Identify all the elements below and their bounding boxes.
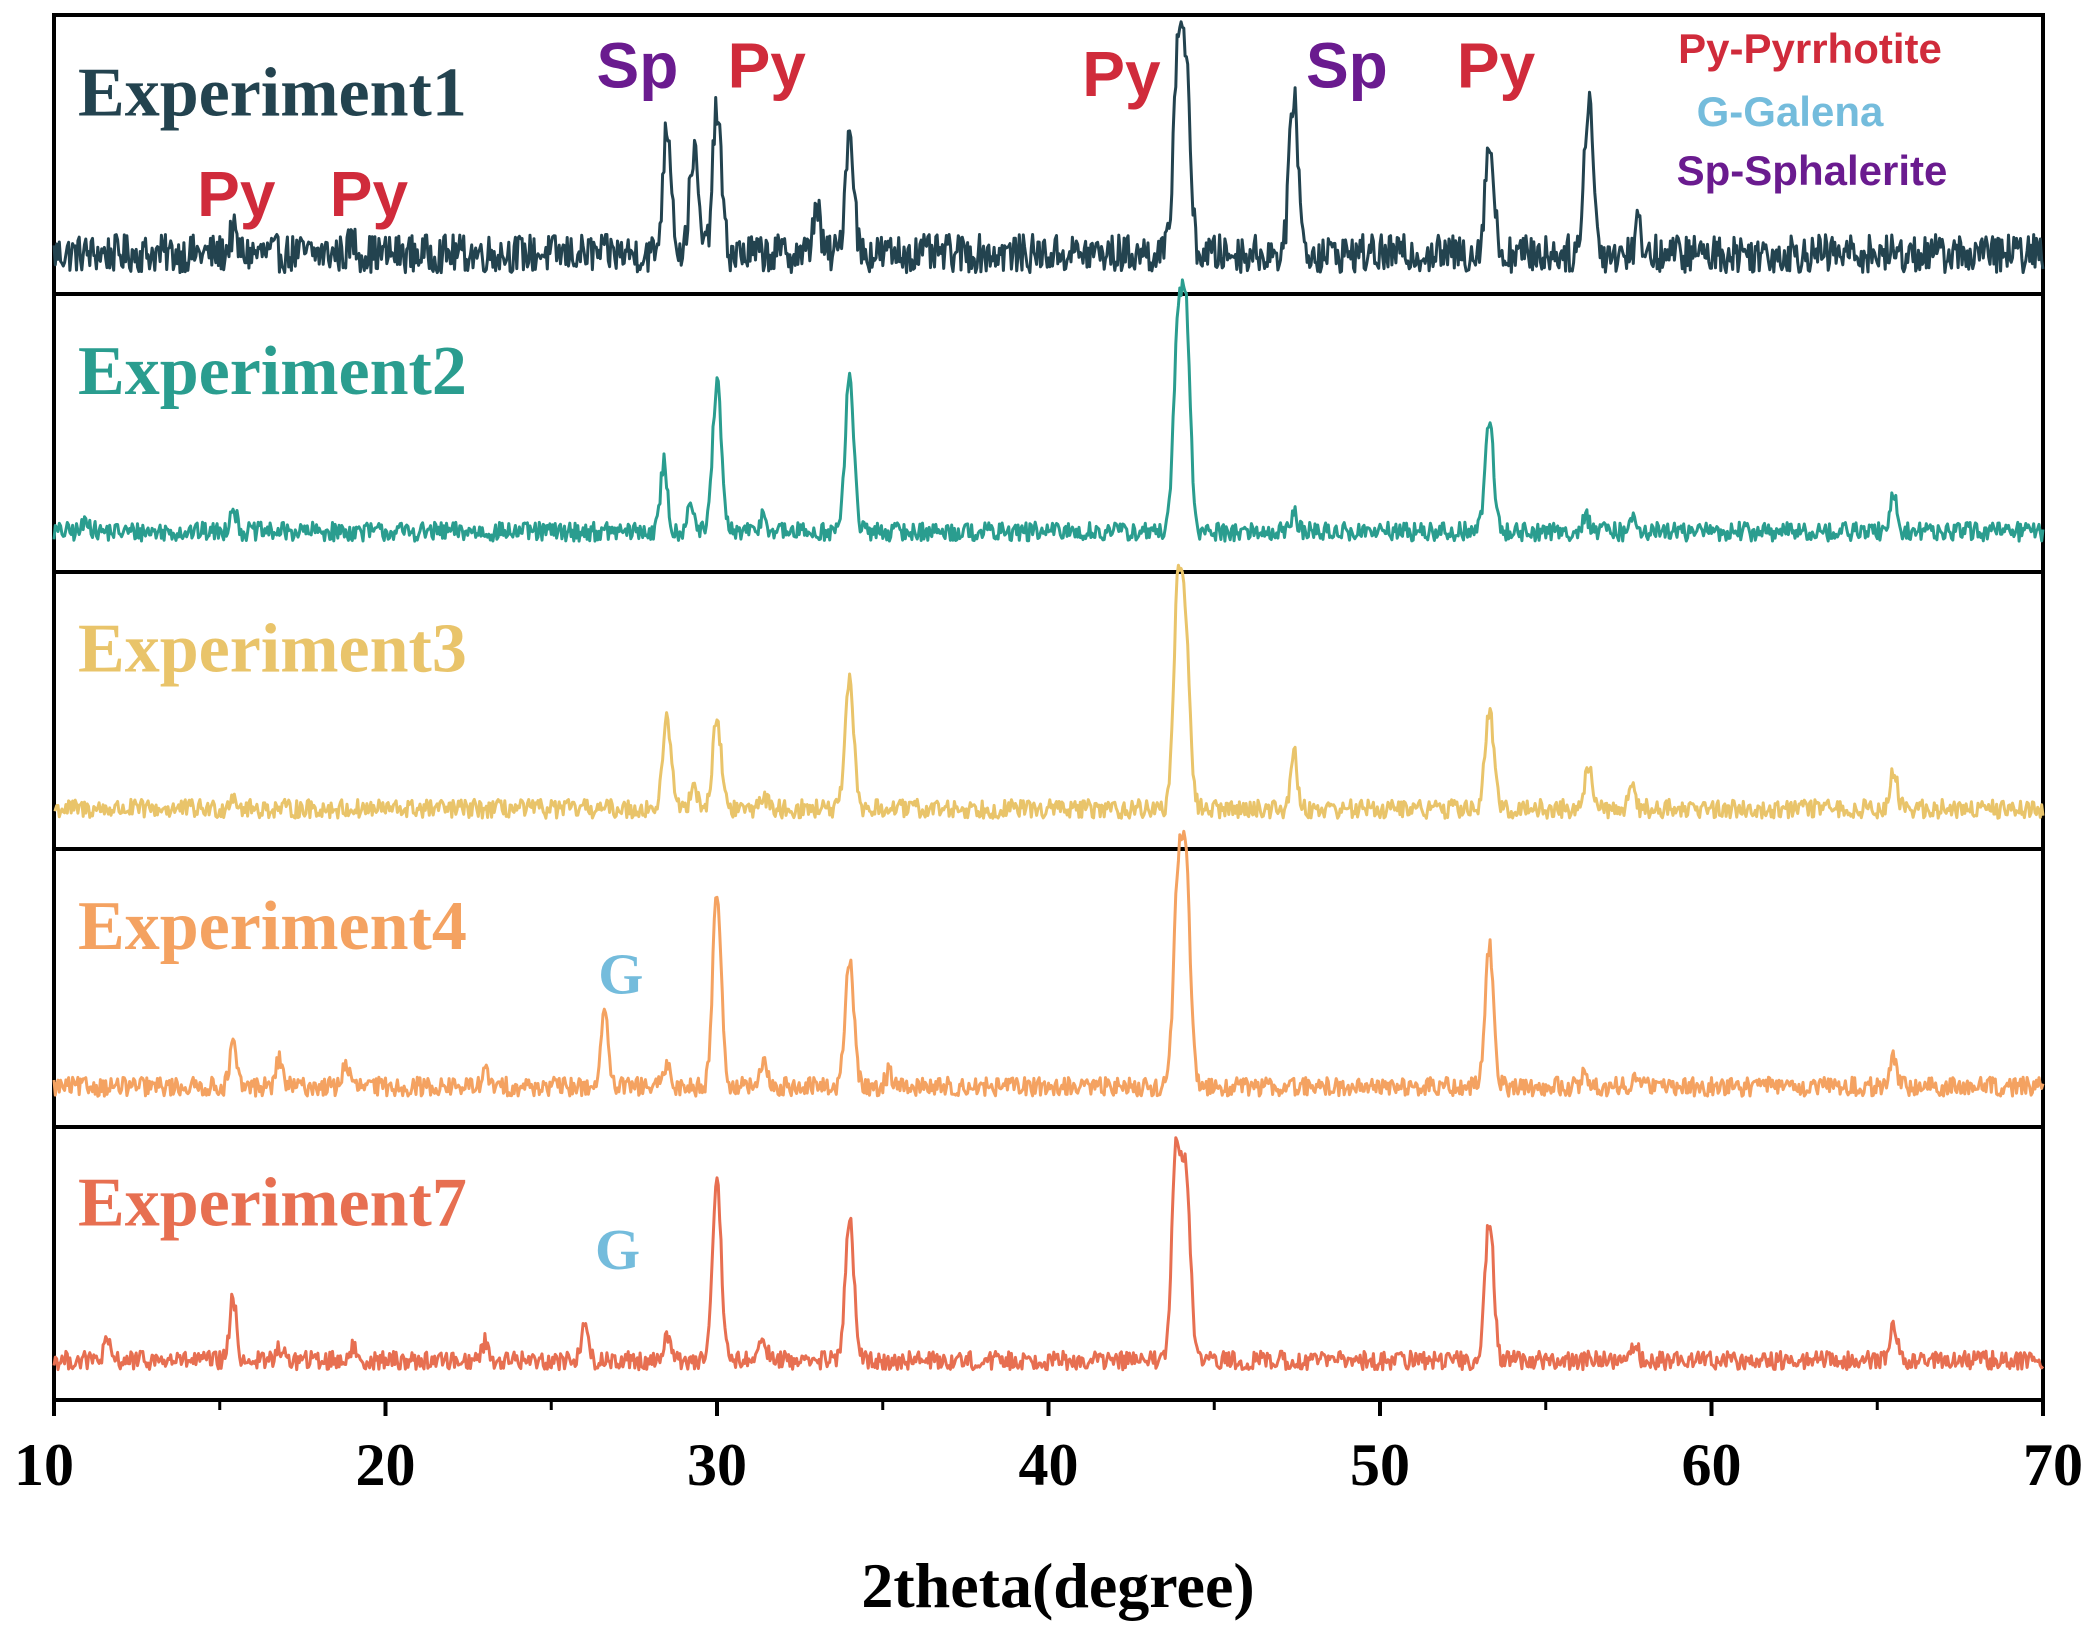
series-line-experiment2 — [52, 278, 2045, 543]
peak-annotation: Sp — [1306, 30, 1388, 102]
peak-annotation: Py — [197, 158, 276, 230]
series-label-experiment1: Experiment1 — [78, 54, 467, 131]
peak-annotation: Sp — [597, 30, 679, 102]
x-tick-label: 30 — [687, 1432, 747, 1498]
peak-annotation: G — [595, 1217, 640, 1282]
series-label-experiment4: Experiment4 — [78, 888, 467, 965]
panel-experiment3: Experiment3 — [52, 563, 2045, 851]
x-tick-label: 60 — [1682, 1432, 1742, 1498]
legend-entry: G-Galena — [1697, 88, 1884, 135]
peak-annotation: G — [598, 942, 643, 1007]
series-label-experiment2: Experiment2 — [78, 333, 467, 410]
peak-annotation: Py — [728, 30, 807, 102]
series-line-experiment3 — [53, 563, 2045, 820]
x-tick-label: 70 — [2023, 1432, 2083, 1498]
peak-annotation: Py — [1457, 30, 1536, 102]
panel-experiment4: Experiment4 — [52, 829, 2045, 1129]
x-tick-label: 40 — [1019, 1432, 1079, 1498]
series-label-experiment7: Experiment7 — [78, 1164, 467, 1241]
series-line-experiment1 — [52, 20, 2045, 275]
series-line-experiment4 — [52, 829, 2045, 1098]
x-tick-label: 50 — [1350, 1432, 1410, 1498]
legend-entry: Py-Pyrrhotite — [1678, 25, 1942, 72]
x-tick-label: 10 — [14, 1432, 74, 1498]
panel-experiment7: Experiment7 — [52, 1125, 2045, 1402]
x-axis: 10 20 30 40 50 60 70 — [14, 1400, 2083, 1498]
series-line-experiment7 — [52, 1136, 2045, 1372]
x-axis-label: 2theta(degree) — [861, 1550, 1254, 1621]
peak-annotation: Py — [1082, 38, 1161, 110]
x-tick-label: 20 — [356, 1432, 416, 1498]
panels-group: Experiment1 Experiment2 Experiment3 Experim… — [52, 13, 2045, 1402]
phase-legend: Py-Pyrrhotite G-Galena Sp-Sphalerite — [1677, 25, 1948, 194]
panel-experiment2: Experiment2 — [52, 278, 2045, 574]
peak-annotation: Py — [330, 158, 409, 230]
series-label-experiment3: Experiment3 — [78, 611, 467, 688]
legend-entry: Sp-Sphalerite — [1677, 147, 1948, 194]
